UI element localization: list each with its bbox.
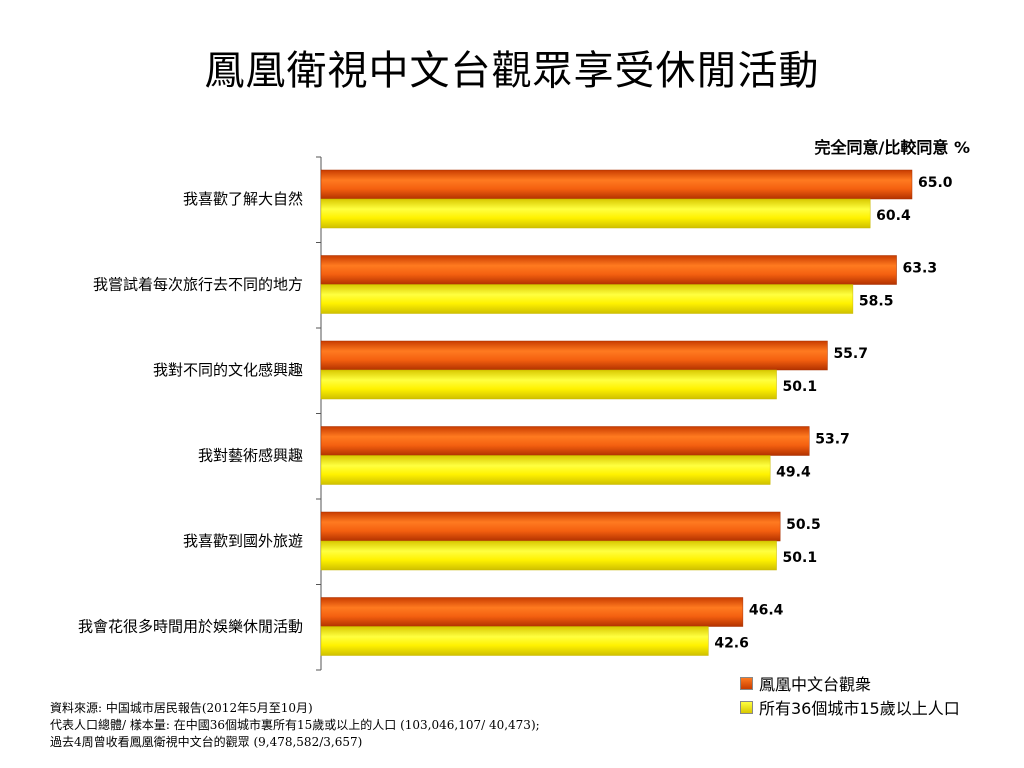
legend-item-phoenix: 鳳凰中文台觀衆 xyxy=(740,672,960,694)
bar-all-cities xyxy=(320,540,777,571)
bar-value-label: 50.1 xyxy=(783,379,818,395)
unit-label: 完全同意/比較同意 % xyxy=(814,138,970,157)
bar-phoenix xyxy=(320,340,828,371)
legend-swatch-all-cities xyxy=(740,700,753,714)
bar-phoenix xyxy=(320,426,810,456)
legend-label-all-cities: 所有36個城市15歲以上人口 xyxy=(759,699,960,718)
category-label: 我喜歡到國外旅遊 xyxy=(183,532,303,550)
audience-note: 過去4周曾收看鳳凰衛視中文台的觀眾 (9,478,582/3,657) xyxy=(50,735,363,749)
bar-all-cities xyxy=(320,369,777,400)
category-label: 我喜歡了解大自然 xyxy=(183,190,303,208)
category-label: 我對藝術感興趣 xyxy=(198,447,303,465)
chart-title: 鳳凰衛視中文台觀眾享受休閒活動 xyxy=(204,48,820,94)
bar-phoenix xyxy=(320,597,744,627)
bar-value-label: 55.7 xyxy=(833,346,868,362)
bar-value-label: 53.7 xyxy=(815,432,850,448)
bar-value-label: 65.0 xyxy=(918,175,953,191)
bar-value-label: 42.6 xyxy=(714,636,749,652)
bar-all-cities xyxy=(320,455,771,485)
bar-value-label: 63.3 xyxy=(903,261,938,277)
source-note: 資料來源: 中国城市居民報告(2012年5月至10月) xyxy=(50,701,313,715)
category-label: 我嘗試着每次旅行去不同的地方 xyxy=(93,276,303,294)
bar-value-label: 50.5 xyxy=(786,517,821,533)
legend-label-phoenix: 鳳凰中文台觀衆 xyxy=(759,675,872,694)
category-label: 我對不同的文化感興趣 xyxy=(153,361,303,379)
bar-value-label: 46.4 xyxy=(749,603,784,619)
sample-note: 代表人口總體/ 樣本量: 在中國36個城市裏所有15歲或以上的人口 (103,0… xyxy=(50,718,540,732)
legend: 鳳凰中文台觀衆 所有36個城市15歲以上人口 xyxy=(740,672,960,720)
bar-value-label: 60.4 xyxy=(876,208,911,224)
legend-swatch-phoenix xyxy=(740,676,753,690)
bar-phoenix xyxy=(320,255,897,285)
bar-phoenix xyxy=(320,169,913,200)
legend-item-all-cities: 所有36個城市15歲以上人口 xyxy=(740,696,960,718)
bar-phoenix xyxy=(320,511,781,542)
bar-value-label: 50.1 xyxy=(783,550,818,566)
bar-all-cities xyxy=(320,198,871,229)
bar-value-label: 58.5 xyxy=(859,294,894,310)
category-label: 我會花很多時間用於娛樂休閒活動 xyxy=(78,618,303,636)
bar-value-label: 49.4 xyxy=(776,465,811,481)
bar-all-cities xyxy=(320,626,709,656)
bar-all-cities xyxy=(320,284,854,314)
